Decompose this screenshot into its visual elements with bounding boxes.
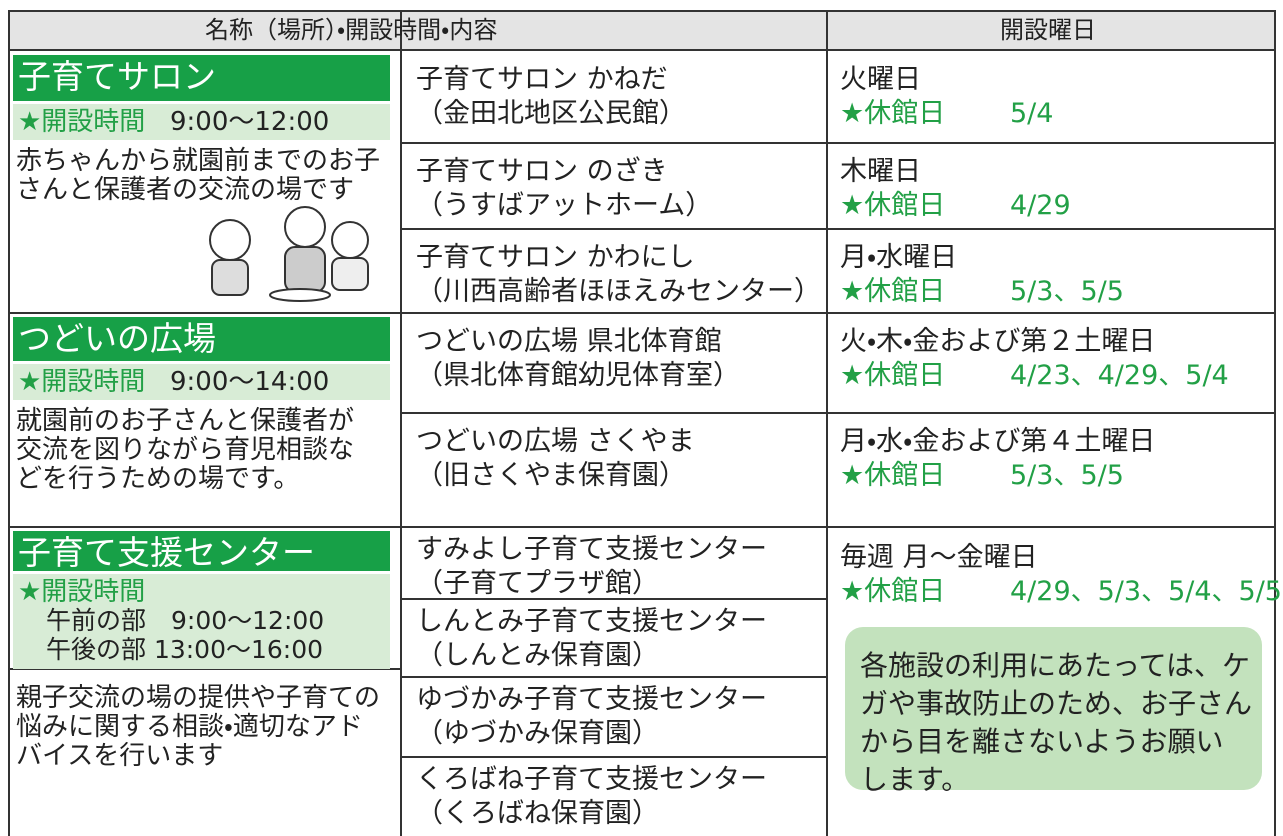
title-bar [13, 55, 390, 101]
note-text: から目を離さないようお願い [860, 725, 1224, 758]
description: 赤ちゃんから就園前までのお子 [16, 146, 381, 176]
open-days: 毎週 月～金曜日 [840, 542, 1038, 573]
description: どを行うための場です。 [16, 464, 300, 494]
rule [8, 526, 400, 528]
facility-name: くろばね子育て支援センター [416, 764, 767, 795]
description: 親子交流の場の提供や子育ての [16, 683, 381, 713]
description: さんと保護者の交流の場です [16, 175, 355, 205]
hours: 9:00～14:00 [170, 367, 330, 397]
rule [8, 10, 1275, 12]
hours: 午後の部 13:00～16:00 [46, 635, 324, 664]
rule [400, 526, 826, 528]
facility-name: 子育てサロン のざき [416, 156, 668, 187]
rule [1274, 10, 1276, 836]
facility-name: しんとみ子育て支援センター [416, 606, 767, 637]
rule [400, 312, 826, 314]
rule [400, 228, 826, 230]
rule [400, 412, 826, 414]
closed-dates: 5/3、5/5 [1010, 460, 1124, 491]
note-text: 各施設の利用にあたっては、ケ [860, 649, 1251, 682]
hours-label: ★開設時間 [18, 577, 146, 607]
facility-place: （ゆづかみ保育園） [416, 718, 659, 749]
hours-label: ★開設時間 [18, 107, 146, 137]
rule [400, 676, 826, 678]
facility-place: （くろばね保育園） [416, 798, 659, 829]
description: 悩みに関する相談・適切なアド [16, 712, 363, 742]
rule [400, 756, 826, 758]
facility-name: つどいの広場 県北体育館 [416, 326, 722, 357]
facility-name: 子育てサロン かわにし [416, 242, 695, 273]
rule [400, 598, 826, 600]
rule [826, 412, 1275, 414]
description: 交流を図りながら育児相談な [16, 435, 355, 465]
closed-dates: 4/29 [1010, 190, 1071, 221]
section-title: 子育てサロン [18, 57, 216, 96]
hours-bg [13, 104, 390, 140]
note-box [845, 627, 1262, 790]
section-title: つどいの広場 [18, 319, 216, 358]
open-days: 月・水・金および第４土曜日 [840, 426, 1156, 457]
facility-place: （金田北地区公民館） [416, 98, 686, 129]
facility-name: ゆづかみ子育て支援センター [416, 684, 767, 715]
closed-dates: 5/3、5/5 [1010, 276, 1124, 307]
facility-place: （しんとみ保育園） [416, 640, 659, 671]
closed-dates: 4/29、5/3、5/4、5/5 [1010, 576, 1282, 607]
rule [8, 10, 10, 836]
rule [826, 10, 828, 836]
rule [826, 526, 1275, 528]
header-bg [8, 10, 1275, 50]
closed-label: ★休館日 [840, 276, 946, 307]
closed-label: ★休館日 [840, 360, 946, 391]
title-bar [13, 317, 390, 361]
rule [826, 312, 1275, 314]
open-days: 木曜日 [840, 156, 921, 187]
header-text: 名称（場所）・開設時間・内容 [205, 16, 498, 44]
facility-place: （川西高齢者ほほえみセンター） [416, 276, 821, 307]
hours: 午前の部 9:00～12:00 [46, 606, 325, 635]
note-text: ガや事故防止のため、お子さん [860, 687, 1253, 720]
hours-bg [13, 574, 390, 669]
rule [826, 228, 1275, 230]
section-title: 子育て支援センター [18, 533, 315, 572]
header-text: 開設曜日 [1000, 16, 1096, 44]
description: バイスを行います [16, 741, 224, 771]
rule [400, 10, 402, 836]
open-days: 月・水曜日 [840, 242, 958, 273]
hours: 9:00～12:00 [170, 107, 330, 137]
facility-name: すみよし子育て支援センター [416, 534, 767, 565]
hours-label: ★開設時間 [18, 367, 146, 397]
illustration [209, 206, 369, 302]
note-text: します。 [860, 763, 970, 796]
facility-name: つどいの広場 さくやま [416, 426, 695, 457]
open-days: 火曜日 [840, 64, 921, 95]
facility-place: （県北体育館幼児体育室） [416, 360, 740, 391]
facility-place: （子育てプラザ館） [416, 568, 659, 599]
facility-place: （うすばアットホーム） [416, 190, 713, 221]
closed-dates: 4/23、4/29、5/4 [1010, 360, 1229, 391]
closed-label: ★休館日 [840, 98, 946, 129]
open-days: 火・木・金および第２土曜日 [840, 326, 1156, 357]
rule [8, 312, 400, 314]
title-bar [13, 531, 390, 571]
facility-place: （旧さくやま保育園） [416, 460, 686, 491]
closed-label: ★休館日 [840, 460, 946, 491]
rule [400, 142, 826, 144]
description: 就園前のお子さんと保護者が [16, 406, 355, 436]
closed-dates: 5/4 [1010, 98, 1054, 129]
rule [826, 142, 1275, 144]
closed-label: ★休館日 [840, 190, 946, 221]
rule [8, 668, 400, 670]
closed-label: ★休館日 [840, 576, 946, 607]
hours-bg [13, 364, 390, 400]
facility-name: 子育てサロン かねだ [416, 64, 668, 95]
rule [8, 49, 1275, 51]
